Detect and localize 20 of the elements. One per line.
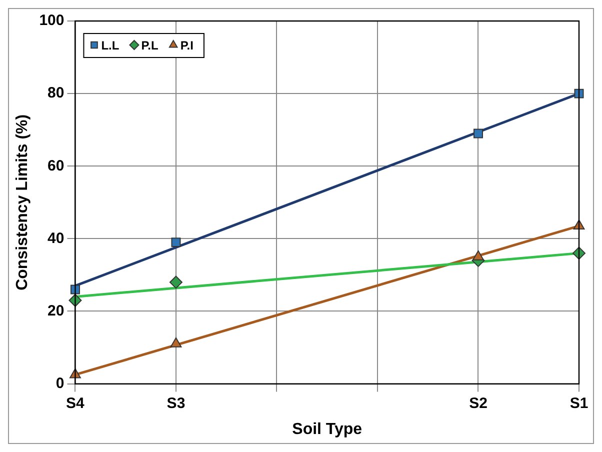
y-tick-label: 100 [39,12,64,30]
point [472,250,484,260]
point [474,128,483,138]
y-tick-label: 80 [48,84,64,102]
point [170,337,182,348]
y-tick-label: 20 [48,302,64,320]
x-tick-label: S1 [570,394,588,412]
y-tick-label: 60 [48,157,64,174]
x-tick-label: S3 [166,394,186,412]
point [169,276,182,289]
y-axis-title: Consistency Limits (%) [14,114,32,290]
legend-label: L.L [101,38,120,52]
x-axis-title: Soil Type [292,420,362,438]
y-tick-label: 40 [48,230,64,247]
y-tick-label: 0 [56,374,64,392]
x-tick-label: S2 [469,394,488,412]
point [171,238,181,248]
x-tick-label: S4 [66,394,86,412]
legend-label: P.I [180,38,194,52]
legend-label: P.L [141,38,158,52]
